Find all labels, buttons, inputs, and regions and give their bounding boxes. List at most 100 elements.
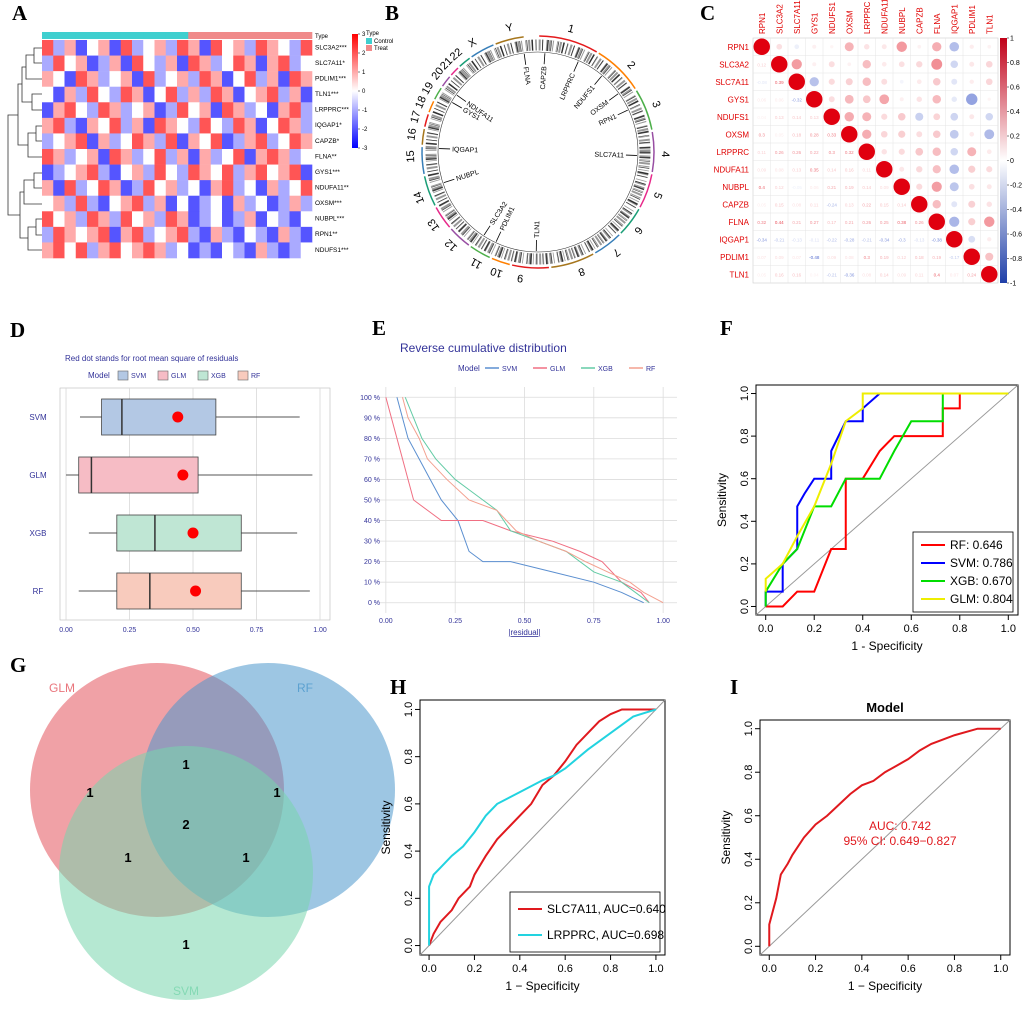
chromosome-arc xyxy=(459,57,471,67)
series-line xyxy=(764,392,1009,607)
corr-value: -0.13 xyxy=(792,237,803,242)
corr-circle xyxy=(898,130,906,138)
row-label: CAPZB* xyxy=(315,138,340,145)
colorbar-label: -3 xyxy=(362,146,368,152)
corr-value: 0.15 xyxy=(775,202,784,207)
corr-value: 0.13 xyxy=(792,167,801,172)
heatmap-cell xyxy=(199,117,212,134)
corr-value: -0.13 xyxy=(914,237,925,242)
heatmap-cell xyxy=(165,86,178,103)
y-tick-label: 0.6 xyxy=(739,471,751,486)
colorbar-label: 3 xyxy=(362,32,366,38)
heatmap-cell xyxy=(300,117,313,134)
corr-value: -0.34 xyxy=(757,237,768,242)
panel-label: C xyxy=(700,1,715,25)
heatmap-cell xyxy=(143,226,155,243)
legend-label: RF xyxy=(251,373,260,380)
corr-circle xyxy=(858,143,875,160)
heatmap-cell xyxy=(300,242,313,259)
type-bar-cell xyxy=(109,32,122,39)
colorbar-label: -0.2 xyxy=(1010,183,1022,190)
corr-circle xyxy=(932,165,941,174)
corr-circle xyxy=(986,184,992,190)
heatmap-cell xyxy=(42,211,54,228)
heatmap-cell xyxy=(109,164,122,181)
legend-label: SVM xyxy=(502,366,517,373)
heatmap-cell xyxy=(109,180,122,197)
heatmap-cell xyxy=(87,195,99,212)
corr-value: 0.16 xyxy=(845,167,854,172)
heatmap-cell xyxy=(289,180,302,197)
corr-circle xyxy=(949,182,959,192)
heatmap-cell xyxy=(177,133,189,150)
heatmap-cell xyxy=(188,102,200,119)
heatmap-cell xyxy=(300,133,313,150)
heatmap-cell xyxy=(154,180,167,197)
chromosome-arc xyxy=(471,44,494,58)
heatmap-cell xyxy=(154,117,167,134)
heatmap-cell xyxy=(75,133,88,150)
y-tick-label: 0.8 xyxy=(739,428,751,443)
corr-value: 0.22 xyxy=(862,202,871,207)
corr-value: 0.09 xyxy=(775,255,784,260)
heatmap-cell xyxy=(64,86,77,103)
corr-value: 0.26 xyxy=(915,220,924,225)
heatmap-cell xyxy=(289,195,302,212)
reference-line xyxy=(419,699,666,956)
heatmap-cell xyxy=(278,164,290,181)
heatmap-cell xyxy=(199,86,212,103)
heatmap-cell xyxy=(188,195,200,212)
heatmap-cell xyxy=(255,180,268,197)
corr-circle xyxy=(898,61,905,68)
corr-circle xyxy=(931,58,943,70)
legend-label: SVM: 0.786 xyxy=(950,556,1013,570)
corr-circle xyxy=(879,94,890,105)
chromosome-arc xyxy=(450,228,470,246)
colorbar xyxy=(352,34,358,148)
corr-circle xyxy=(899,166,905,172)
chromosome-label: 6 xyxy=(631,224,644,236)
heatmap-cell xyxy=(42,102,54,119)
heatmap-cell xyxy=(199,211,212,228)
heatmap-cell xyxy=(188,86,200,103)
corr-value: 0.11 xyxy=(758,150,767,155)
type-bar-cell xyxy=(87,32,99,39)
heatmap-cell xyxy=(278,195,290,212)
heatmap-cell xyxy=(42,242,54,259)
x-tick-label: 1.0 xyxy=(648,963,663,975)
heatmap-cell xyxy=(120,117,133,134)
chromosome-arc xyxy=(491,257,510,266)
corr-value: 0.21 xyxy=(827,185,836,190)
heatmap-cell xyxy=(154,149,167,165)
col-label: FLNA xyxy=(933,13,942,34)
gene-tick xyxy=(594,75,602,85)
series-line xyxy=(385,397,650,604)
heatmap-cell xyxy=(98,86,110,103)
heatmap-cell xyxy=(222,71,234,88)
heatmap-cell xyxy=(143,117,155,134)
heatmap-cell xyxy=(188,133,200,150)
chromosome-label: 20 xyxy=(429,65,446,82)
chromosome-label: 9 xyxy=(516,271,524,284)
heatmap-cell xyxy=(222,55,234,72)
corr-value: 0.26 xyxy=(775,150,784,155)
y-tick-label: 0.2 xyxy=(743,895,755,910)
x-tick-label: 1.0 xyxy=(1001,623,1016,635)
heatmap-cell xyxy=(42,86,54,103)
chromosome-label: Y xyxy=(505,21,515,34)
heatmap-cell xyxy=(210,149,223,165)
heatmap-cell xyxy=(177,102,189,119)
corr-value: 0.12 xyxy=(775,185,784,190)
row-label: PDLIM1*** xyxy=(315,75,347,82)
x-tick-label: 0.4 xyxy=(854,963,869,975)
corr-value: 0.28 xyxy=(810,132,819,137)
corr-circle xyxy=(932,77,941,86)
heatmap-cell xyxy=(177,149,189,165)
chart-title: Model xyxy=(866,700,904,715)
chromosome-label: 17 xyxy=(408,109,423,124)
corr-circle xyxy=(844,94,854,104)
heatmap-cell xyxy=(75,149,88,165)
heatmap-cell xyxy=(177,180,189,197)
heatmap-cell xyxy=(165,102,178,119)
corr-circle xyxy=(986,166,993,173)
